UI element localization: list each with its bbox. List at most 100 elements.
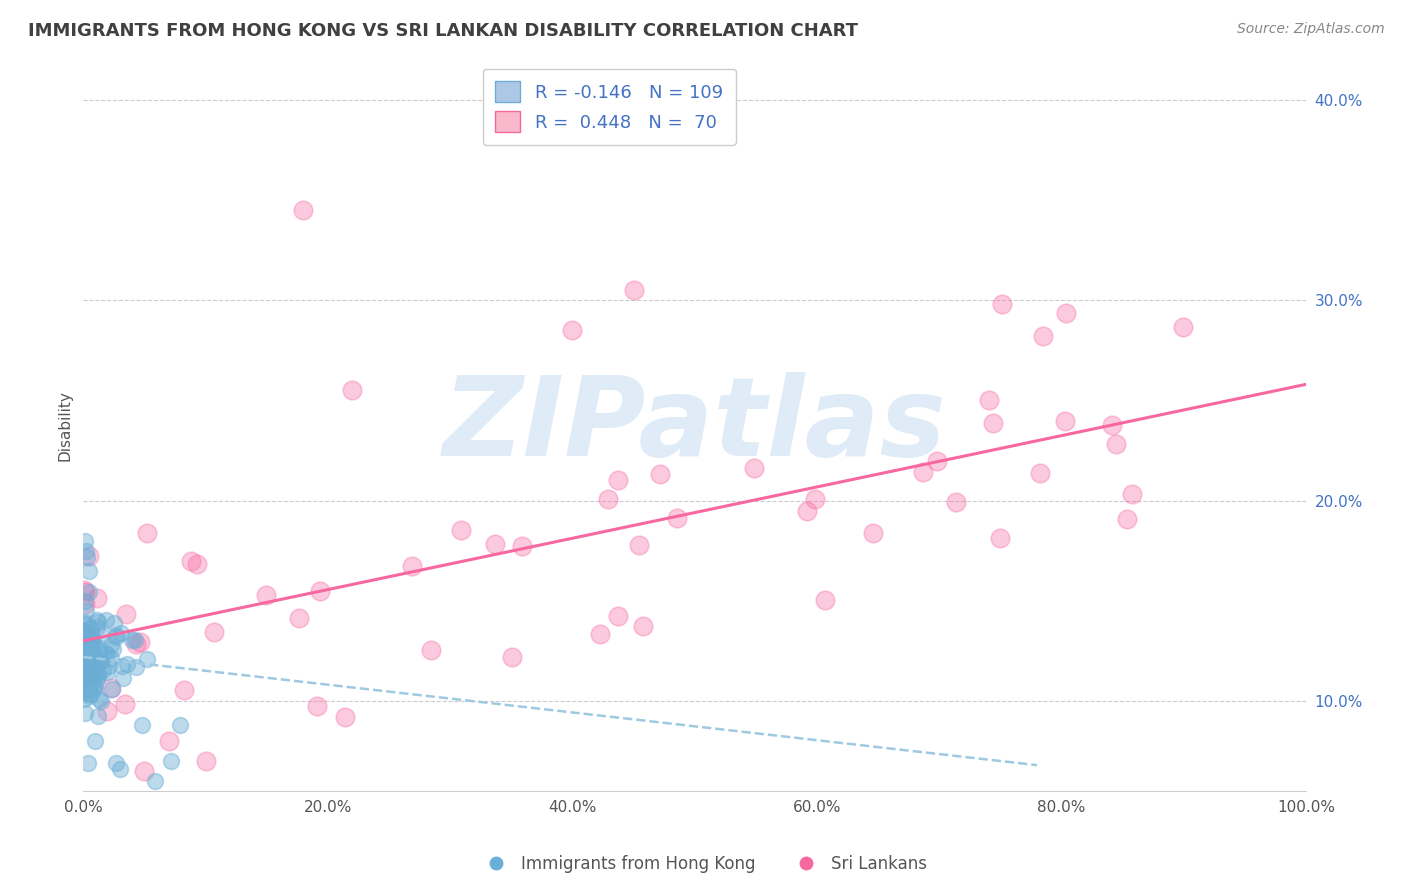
Point <box>96 704 118 718</box>
Point <box>79 632 101 647</box>
Point <box>1171 320 1194 334</box>
Point <box>73 664 96 678</box>
Point <box>79 549 101 563</box>
Point <box>83 734 105 748</box>
Point <box>131 718 153 732</box>
Point <box>75 626 97 640</box>
Point <box>100 638 122 652</box>
Point <box>75 643 97 657</box>
Point <box>76 649 98 664</box>
Point <box>76 673 98 688</box>
Point <box>803 491 825 506</box>
Point <box>96 648 118 662</box>
Point <box>100 682 122 697</box>
Point <box>796 504 818 518</box>
Point <box>76 637 98 651</box>
Point <box>83 656 105 670</box>
Point <box>981 416 1004 430</box>
Point <box>742 461 765 475</box>
Point <box>73 594 96 608</box>
Point <box>510 539 533 553</box>
Point <box>90 693 112 707</box>
Point <box>665 511 688 525</box>
Point <box>75 543 97 558</box>
Point <box>73 533 96 548</box>
Point <box>105 630 128 644</box>
Point <box>79 687 101 701</box>
Point <box>76 662 98 676</box>
Point <box>305 698 328 713</box>
Point <box>73 691 96 706</box>
Point <box>79 662 101 676</box>
Point <box>76 665 98 680</box>
Point <box>814 593 837 607</box>
Point <box>89 654 111 668</box>
Point <box>1053 414 1076 428</box>
Point <box>308 584 330 599</box>
Point <box>1121 486 1143 500</box>
Point <box>287 611 309 625</box>
Point <box>623 283 645 297</box>
Legend: Immigrants from Hong Kong, Sri Lankans: Immigrants from Hong Kong, Sri Lankans <box>472 848 934 880</box>
Point <box>96 665 118 679</box>
Point <box>73 676 96 690</box>
Point <box>125 637 148 651</box>
Point <box>79 623 101 637</box>
Point <box>173 683 195 698</box>
Point <box>83 681 105 695</box>
Point <box>83 657 105 672</box>
Point <box>1101 417 1123 432</box>
Point <box>87 709 110 723</box>
Point <box>342 384 364 398</box>
Point <box>98 659 121 673</box>
Point <box>82 635 104 649</box>
Point <box>977 392 1000 407</box>
Point <box>484 537 506 551</box>
Point <box>292 202 315 217</box>
Point <box>925 454 948 468</box>
Point <box>1032 329 1054 343</box>
Point <box>79 624 101 638</box>
Point <box>87 691 110 706</box>
Point <box>77 683 100 698</box>
Point <box>105 628 128 642</box>
Point <box>862 526 884 541</box>
Point <box>87 668 110 682</box>
Point <box>100 681 122 695</box>
Text: Source: ZipAtlas.com: Source: ZipAtlas.com <box>1237 22 1385 37</box>
Point <box>90 629 112 643</box>
Point <box>73 637 96 651</box>
Point <box>77 660 100 674</box>
Point <box>333 709 356 723</box>
Text: IMMIGRANTS FROM HONG KONG VS SRI LANKAN DISABILITY CORRELATION CHART: IMMIGRANTS FROM HONG KONG VS SRI LANKAN … <box>28 22 858 40</box>
Y-axis label: Disability: Disability <box>58 390 72 461</box>
Point <box>169 717 191 731</box>
Point <box>75 623 97 637</box>
Point <box>79 656 101 670</box>
Point <box>561 323 583 337</box>
Point <box>124 632 146 647</box>
Point <box>76 637 98 651</box>
Point <box>79 620 101 634</box>
Point <box>86 613 108 627</box>
Point <box>73 615 96 629</box>
Point <box>83 681 105 695</box>
Point <box>631 619 654 633</box>
Point <box>77 639 100 653</box>
Point <box>84 659 107 673</box>
Text: ZIPatlas: ZIPatlas <box>443 372 946 479</box>
Point <box>75 632 97 647</box>
Point <box>79 645 101 659</box>
Point <box>82 662 104 676</box>
Point <box>79 564 101 578</box>
Point <box>77 643 100 657</box>
Point <box>75 597 97 611</box>
Point <box>86 673 108 687</box>
Point <box>194 754 217 768</box>
Point <box>79 630 101 644</box>
Point <box>76 685 98 699</box>
Point <box>945 495 967 509</box>
Point <box>76 656 98 670</box>
Point <box>73 625 96 640</box>
Point <box>988 532 1011 546</box>
